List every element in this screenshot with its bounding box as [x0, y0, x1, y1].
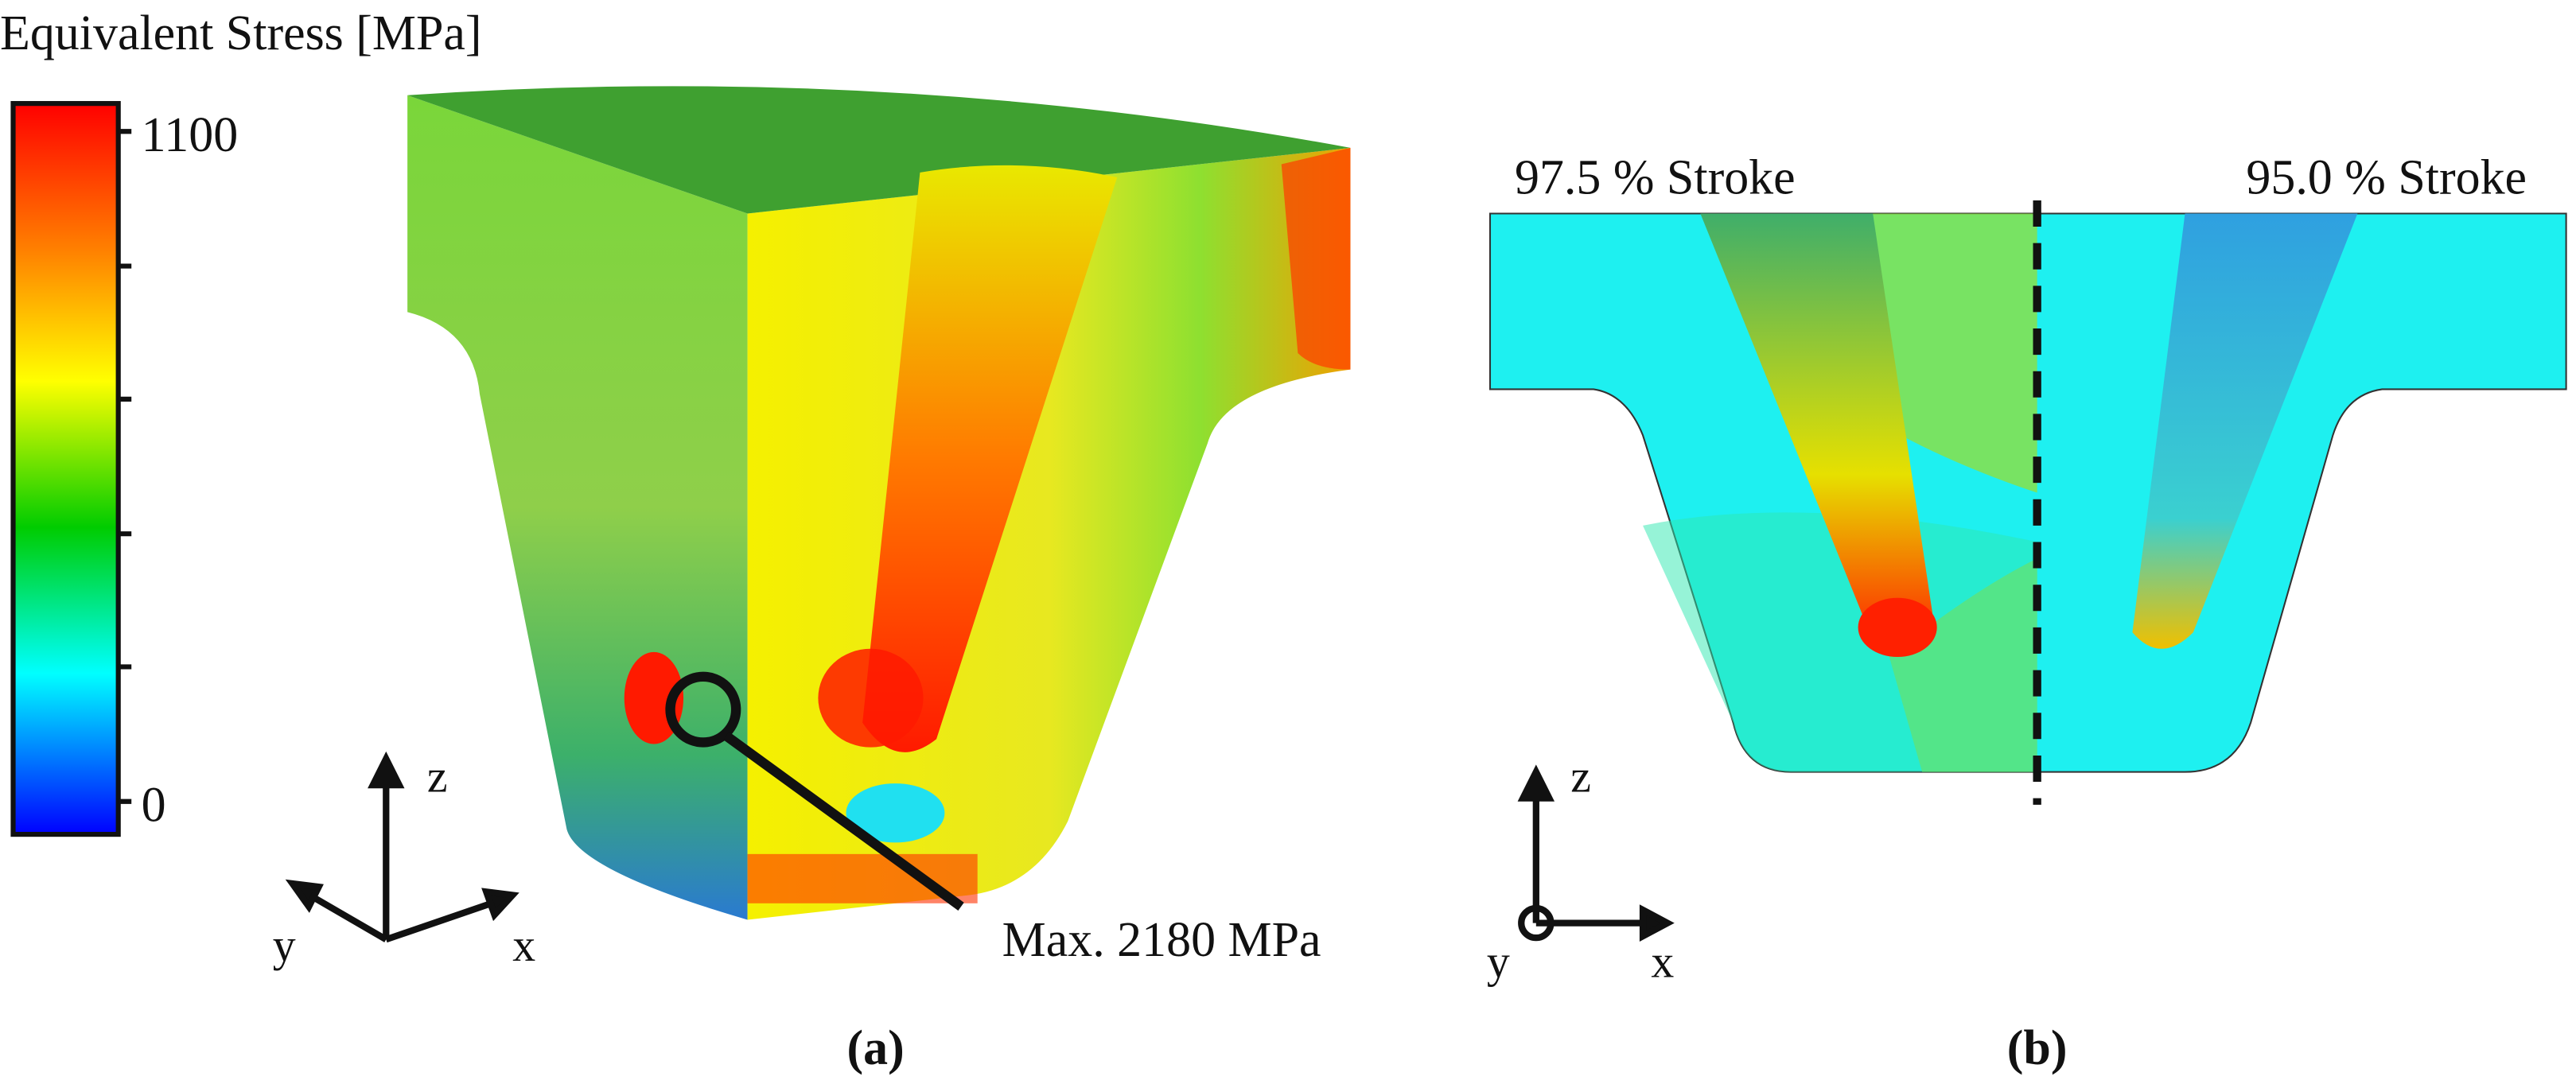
caption: (a) — [847, 1021, 905, 1075]
axis-label: y — [273, 919, 296, 971]
max-annotation: Max. 2180 MPa — [1002, 913, 1321, 967]
caption: (b) — [2007, 1021, 2068, 1075]
colorbar — [10, 101, 121, 837]
axis-label: x — [1651, 936, 1674, 988]
legend-max: 1100 — [142, 108, 239, 162]
axis-label: z — [427, 750, 448, 802]
colorbar-ticks — [118, 129, 132, 804]
model-section — [1488, 200, 2567, 805]
axis-label: y — [1487, 936, 1510, 988]
axes-triad-a — [285, 751, 519, 943]
legend-title: Equivalent Stress [MPa] — [0, 6, 482, 60]
left-label: 97.5 % Stroke — [1515, 151, 1796, 205]
model-3d — [407, 86, 1351, 920]
legend-min: 0 — [142, 779, 166, 833]
right-label: 95.0 % Stroke — [2246, 151, 2527, 205]
axes-triad-b — [1517, 764, 1675, 942]
axis-label: x — [512, 919, 535, 971]
axis-label: z — [1570, 750, 1591, 802]
